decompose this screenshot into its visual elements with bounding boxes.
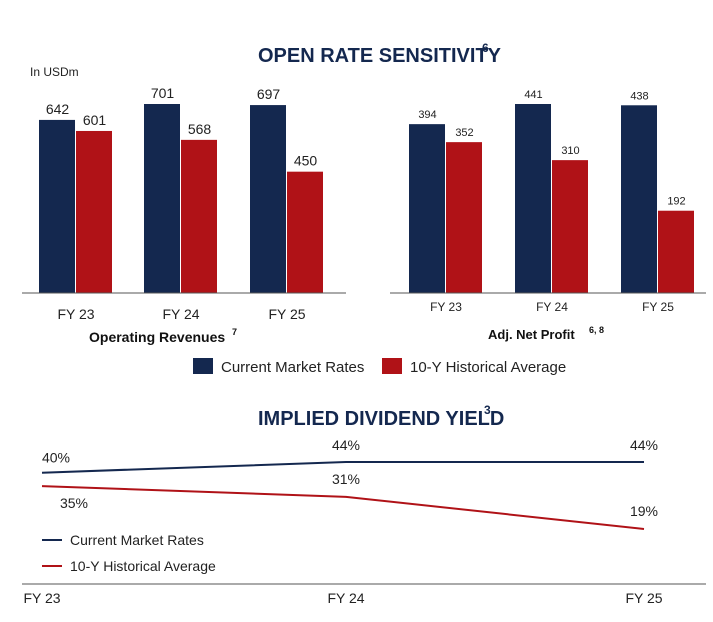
legend-label-historical: 10-Y Historical Average <box>410 359 566 376</box>
revenues-bar-historical-2 <box>287 171 323 293</box>
net-profit-tick-label-0: FY 23 <box>430 300 462 314</box>
line-legend: Current Market Rates 10-Y Historical Ave… <box>42 532 216 574</box>
net-profit-tick-label-2: FY 25 <box>642 300 674 314</box>
legend-swatch-historical <box>382 358 402 374</box>
dividend-data-label-current-1: 44% <box>332 437 360 453</box>
operating-revenues-chart: 642 601 FY 23 701 568 FY 24 697 450 FY 25 <box>22 85 346 322</box>
revenues-bar-historical-1 <box>181 139 217 293</box>
dividend-data-label-current-0: 40% <box>42 450 70 466</box>
legend-line-label-current: Current Market Rates <box>70 532 204 548</box>
legend-line-label-historical: 10-Y Historical Average <box>70 558 216 574</box>
net-profit-tick-label-1: FY 24 <box>536 300 568 314</box>
net-profit-value-label-historical-0: 352 <box>455 127 473 139</box>
adj-net-profit-title: Adj. Net Profit <box>488 327 575 342</box>
dividend-tick-label-1: FY 24 <box>327 590 364 606</box>
revenues-bar-historical-0 <box>76 130 112 293</box>
dividend-data-label-historical-0: 35% <box>60 495 88 511</box>
dividend-line-historical <box>41 485 645 530</box>
adj-net-profit-title-sup: 6, 8 <box>589 325 604 335</box>
net-profit-value-label-historical-1: 310 <box>561 145 579 157</box>
dividend-tick-label-2: FY 25 <box>625 590 662 606</box>
net-profit-bar-historical-2 <box>658 210 694 293</box>
revenues-value-label-current-1: 701 <box>151 85 175 101</box>
revenues-value-label-historical-2: 450 <box>294 153 318 169</box>
dividend-data-label-historical-1: 31% <box>332 471 360 487</box>
revenues-bar-current-0 <box>39 119 75 293</box>
dividend-title: IMPLIED DIVIDEND YIELD <box>258 408 504 430</box>
net-profit-bar-current-2 <box>621 105 657 294</box>
revenues-value-label-historical-0: 601 <box>83 112 107 128</box>
legend-swatch-current <box>193 358 213 374</box>
dividend-title-sup: 3 <box>484 403 491 417</box>
net-profit-bar-current-0 <box>409 124 445 294</box>
revenues-tick-label-2: FY 25 <box>268 306 305 322</box>
operating-revenues-title-sup: 7 <box>232 327 237 337</box>
revenues-value-label-current-2: 697 <box>257 86 281 102</box>
bar-legend: Current Market Rates 10-Y Historical Ave… <box>193 358 566 376</box>
adj-net-profit-chart: 394 352 FY 23 441 310 FY 24 438 192 FY 25 <box>390 89 706 314</box>
revenues-bar-current-1 <box>144 104 180 293</box>
net-profit-bar-historical-0 <box>446 142 482 293</box>
revenues-value-label-historical-1: 568 <box>188 121 212 137</box>
net-profit-value-label-current-0: 394 <box>418 109 436 121</box>
legend-label-current: Current Market Rates <box>221 359 364 376</box>
net-profit-value-label-current-1: 441 <box>524 89 542 101</box>
revenues-tick-label-1: FY 24 <box>162 306 199 322</box>
net-profit-value-label-current-2: 438 <box>630 90 648 102</box>
open-rate-title-sup: 6 <box>482 41 489 55</box>
dividend-data-label-current-2: 44% <box>630 437 658 453</box>
operating-revenues-title: Operating Revenues <box>89 329 225 345</box>
unit-label: In USDm <box>30 65 79 79</box>
dividend-yield-chart: 40% 44% 44% 35% 31% 19% FY 23 FY 24 FY 25 <box>22 437 706 606</box>
revenues-tick-label-0: FY 23 <box>57 306 94 322</box>
revenues-bar-current-2 <box>250 105 286 293</box>
net-profit-bar-current-1 <box>515 104 551 293</box>
open-rate-title: OPEN RATE SENSITIVITY <box>258 45 502 67</box>
dividend-tick-label-0: FY 23 <box>23 590 60 606</box>
revenues-value-label-current-0: 642 <box>46 101 70 117</box>
dividend-data-label-historical-2: 19% <box>630 503 658 519</box>
net-profit-bar-historical-1 <box>552 160 588 293</box>
net-profit-value-label-historical-2: 192 <box>667 196 685 208</box>
dividend-line-current <box>41 461 644 474</box>
